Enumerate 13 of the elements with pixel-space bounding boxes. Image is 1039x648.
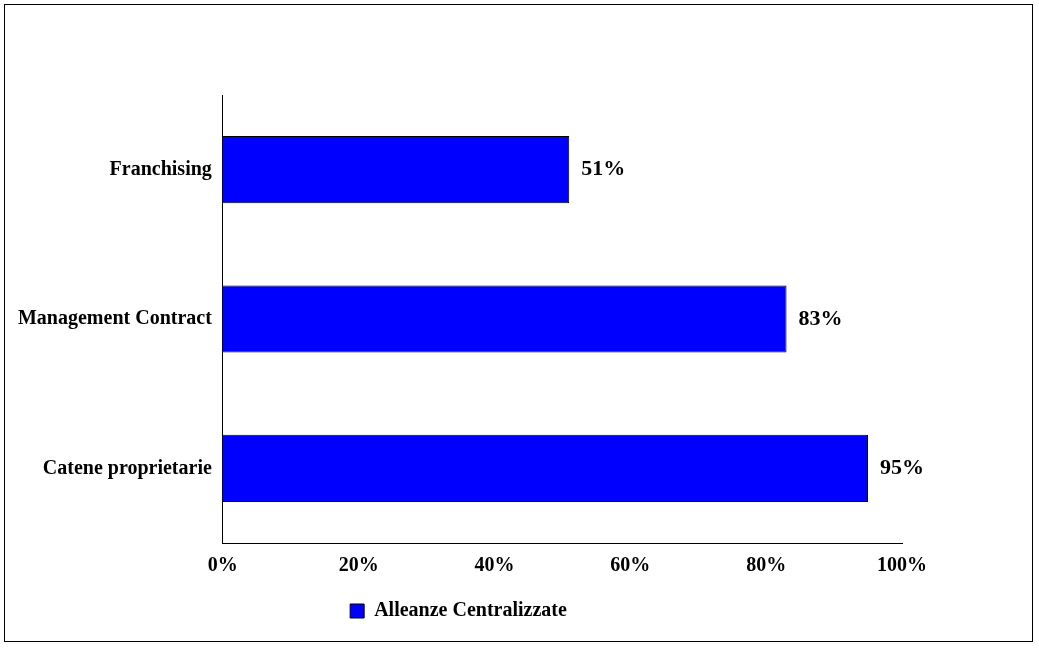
- data-label: 95%: [880, 454, 925, 480]
- x-tick-label: 0%: [207, 553, 238, 576]
- y-tick-label: Catene proprietarie: [42, 455, 212, 479]
- legend-label: Alleanze Centralizzate: [374, 598, 567, 621]
- x-tick-label: 60%: [610, 553, 651, 576]
- y-tick-label: Franchising: [109, 156, 212, 180]
- x-tick-label: 80%: [746, 553, 787, 576]
- x-tick-label: 100%: [877, 553, 927, 576]
- x-tick-label: 20%: [338, 553, 379, 576]
- x-tick-label: 40%: [474, 553, 515, 576]
- y-tick-label: Management Contract: [17, 306, 213, 330]
- data-label: 83%: [798, 304, 843, 330]
- data-label: 51%: [581, 155, 626, 181]
